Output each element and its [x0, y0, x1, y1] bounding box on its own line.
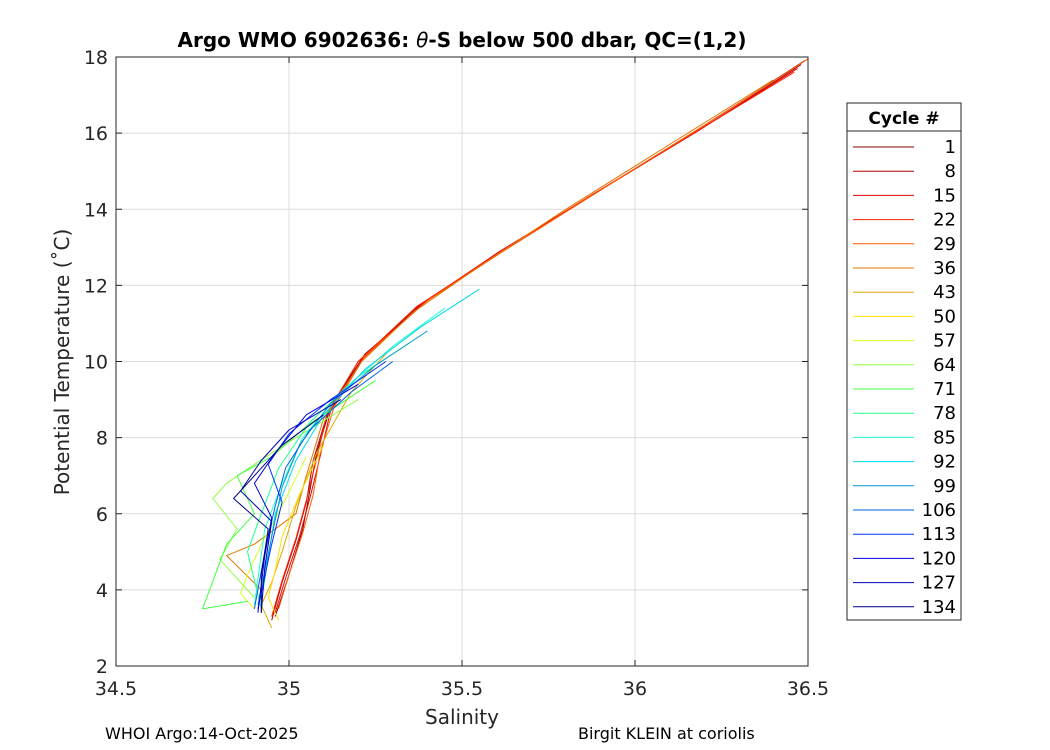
x-tick-label: 35 [277, 678, 301, 700]
x-tick-label: 34.5 [95, 678, 137, 700]
legend-label: 99 [933, 476, 956, 497]
legend-label: 22 [933, 210, 956, 231]
y-tick-label: 14 [84, 199, 108, 221]
legend: Cycle # 18152229364350576471788592991061… [846, 102, 962, 621]
footer-credit-right: Birgit KLEIN at coriolis [578, 724, 755, 743]
legend-label: 71 [933, 379, 956, 400]
y-tick-label: 16 [84, 123, 108, 145]
profile-line [274, 60, 805, 617]
legend-label: 15 [933, 185, 956, 206]
legend-label: 1 [945, 137, 956, 158]
x-tick-label: 36 [623, 678, 647, 700]
legend-label: 78 [933, 403, 956, 424]
legend-label: 8 [945, 161, 956, 182]
legend-label: 113 [922, 524, 956, 545]
chart-title: Argo WMO 6902636: θ-S below 500 dbar, QC… [178, 28, 747, 52]
grid-lines [116, 57, 808, 666]
legend-label: 106 [922, 500, 956, 521]
x-axis-label: Salinity [425, 705, 499, 729]
footer-credit-left: WHOI Argo:14-Oct-2025 [105, 724, 299, 743]
legend-label: 50 [933, 306, 956, 327]
legend-title: Cycle # [868, 109, 939, 129]
axis-ticks: 34.5 35 35.5 36 36.5 2 4 6 8 10 12 14 16 18 [84, 47, 829, 700]
x-tick-label: 36.5 [787, 678, 829, 700]
legend-label: 92 [933, 452, 956, 473]
legend-label: 36 [933, 258, 956, 279]
profile-line [233, 414, 324, 613]
profile-line [278, 58, 809, 610]
legend-entries: 1 8 15 22 29 36 43 50 57 64 71 78 85 92 99 106 113 120 127… [853, 137, 956, 618]
profile-line [253, 383, 359, 613]
profile-line [260, 345, 394, 629]
chart-title-theta: θ [416, 28, 428, 52]
chart-title-prefix: Argo WMO 6902636: [178, 28, 417, 52]
y-tick-label: 4 [96, 580, 108, 602]
y-tick-label: 18 [84, 47, 108, 69]
profile-lines [202, 58, 809, 629]
profile-line [240, 456, 307, 610]
y-tick-label: 6 [96, 504, 108, 526]
legend-label: 64 [933, 355, 956, 376]
profile-line [257, 330, 428, 606]
chart-title-suffix: -S below 500 dbar, QC=(1,2) [428, 28, 746, 52]
profile-line [271, 71, 795, 617]
y-tick-label: 2 [96, 656, 108, 678]
profile-line [271, 64, 802, 621]
legend-label: 57 [933, 331, 956, 352]
y-axis-label: Potential Temperature (˚C) [50, 229, 74, 496]
profile-line [253, 307, 445, 606]
legend-label: 127 [922, 573, 956, 594]
legend-label: 85 [933, 427, 956, 448]
profile-line [257, 361, 387, 610]
legend-label: 120 [922, 548, 956, 569]
legend-label: 134 [922, 597, 956, 618]
legend-label: 29 [933, 234, 956, 255]
profile-line [267, 444, 325, 621]
y-tick-label: 12 [84, 275, 108, 297]
profile-line [274, 67, 798, 613]
x-tick-label: 35.5 [441, 678, 483, 700]
legend-label: 43 [933, 282, 956, 303]
y-tick-label: 8 [96, 428, 108, 450]
y-tick-label: 10 [84, 352, 108, 374]
